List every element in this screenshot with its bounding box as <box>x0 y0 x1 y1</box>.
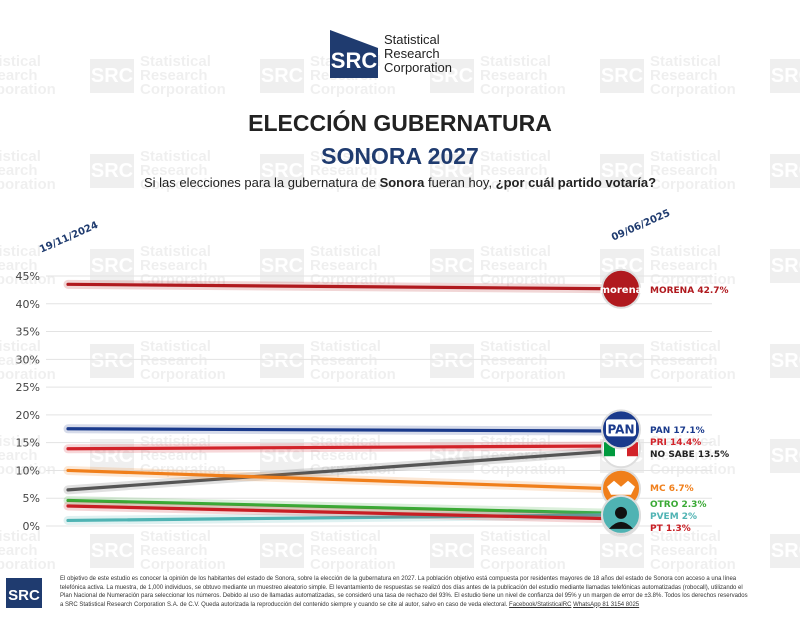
survey-question: Si las elecciones para la gubernatura de… <box>0 175 800 190</box>
footer-logo: SRC <box>6 578 42 608</box>
mc-eagle-icon <box>607 480 635 495</box>
y-tick-label: 25% <box>16 381 40 394</box>
y-tick-label: 15% <box>16 437 40 450</box>
morena-logo <box>601 268 641 309</box>
question-mid: fueran hoy, <box>424 175 496 190</box>
series-line-mc <box>66 468 614 491</box>
line-chart: 0% 5% 10% 15% 20% 25% 30% 35% 40% 45% 19/11/2024 09… <box>16 208 729 537</box>
page-title: ELECCIÓN GUBERNATURA <box>248 110 552 136</box>
question-bold: ¿por cuál partido votaría? <box>495 175 657 190</box>
series-line-morena <box>66 282 614 291</box>
brand-line1: Statistical <box>384 32 440 47</box>
morena-logo-text: morena <box>600 285 643 296</box>
brand-logo: SRC Statistical Research Corporation <box>330 30 452 78</box>
pvem-face-icon <box>615 506 627 519</box>
y-tick-label: 45% <box>16 270 40 283</box>
brand-logo-text: Statistical Research Corporation <box>384 33 452 75</box>
y-tick-label: 30% <box>16 353 40 366</box>
pvem-body-icon <box>609 521 633 529</box>
series-label-pan: PAN 17.1% <box>650 426 705 436</box>
brand-logo-mark: SRC <box>330 30 378 78</box>
series-label-pri: PRI 14.4% <box>650 438 701 448</box>
methodology-text: El objetivo de este estudio es conocer l… <box>60 576 748 608</box>
series-label-morena: MORENA 42.7% <box>650 286 729 296</box>
question-pre: Si las elecciones para la gubernatura de <box>143 175 380 190</box>
series-label-pt: PT 1.3% <box>650 524 691 534</box>
pan-logo-text: PAN <box>607 422 634 436</box>
series-label-no-sabe: NO SABE 13.5% <box>650 450 729 460</box>
brand-line2: Research <box>384 46 440 61</box>
y-tick-label: 0% <box>23 520 40 533</box>
question-state: Sonora <box>379 175 425 190</box>
page-subtitle: SONORA 2027 <box>321 143 479 169</box>
series-line-pt <box>66 504 614 521</box>
series-label-otro: OTRO 2.3% <box>650 500 706 510</box>
facebook-link[interactable]: Facebook/StatisticalRC <box>509 601 572 608</box>
methodology-note: El objetivo de este estudio es conocer l… <box>60 575 750 609</box>
series-line-otro <box>66 498 614 515</box>
y-tick-label: 35% <box>16 326 40 339</box>
brand-line3: Corporation <box>384 60 452 75</box>
series-label-mc: MC 6.7% <box>650 484 694 494</box>
series-line-pan <box>66 427 614 433</box>
y-tick-label: 5% <box>23 492 40 505</box>
whatsapp-link[interactable]: WhatsApp 81 3154 8025 <box>573 601 640 608</box>
series-label-pvem: PVEM 2% <box>650 512 697 522</box>
x-tick-label-end: 09/06/2025 <box>610 208 672 244</box>
y-tick-label: 10% <box>16 464 40 477</box>
y-tick-label: 40% <box>16 298 40 311</box>
pri-logo-red <box>627 442 638 457</box>
x-tick-label-start: 19/11/2024 <box>38 220 100 256</box>
series-line-pri <box>66 444 614 451</box>
pan-logo-plate <box>606 419 636 437</box>
series-line-no-sabe <box>66 449 614 492</box>
y-tick-label: 20% <box>16 409 40 422</box>
pri-logo-green <box>604 442 615 457</box>
